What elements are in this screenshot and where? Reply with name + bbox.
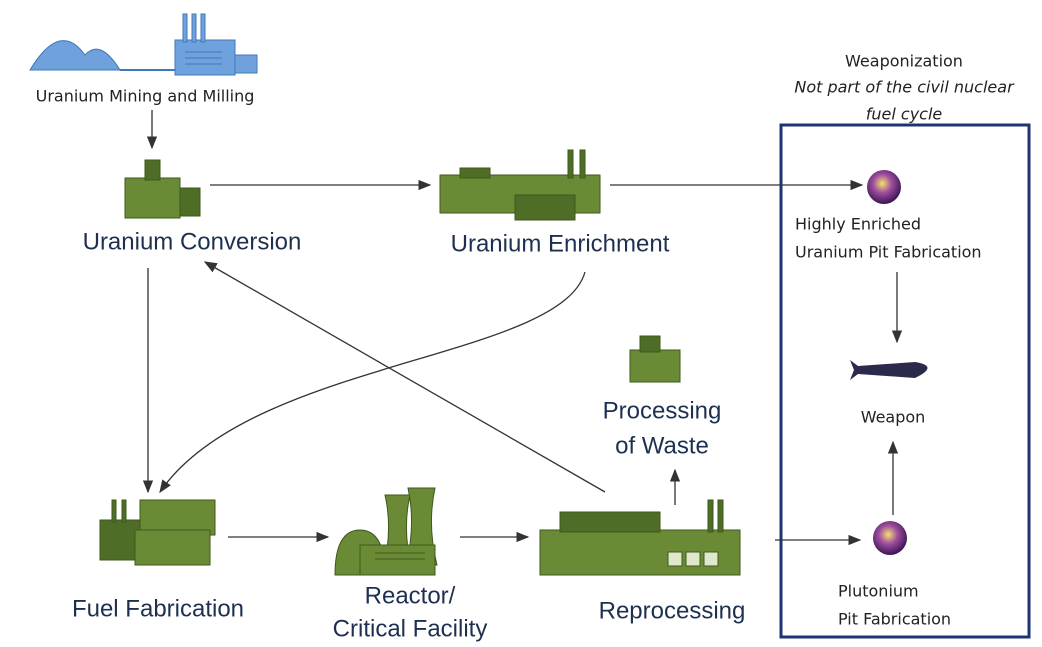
conversion-icon <box>125 160 200 218</box>
diagram: Uranium Mining and Milling Uranium Conve… <box>0 0 1042 647</box>
node-label: Processing <box>603 397 722 424</box>
node-label: Critical Facility <box>333 615 488 642</box>
node-label: Uranium Mining and Milling <box>36 87 255 106</box>
waste-icon <box>630 336 680 382</box>
fuel-fabrication-icon <box>100 500 215 565</box>
node-label: Reactor/ <box>365 582 456 609</box>
node-label: Uranium Conversion <box>83 228 302 255</box>
weaponization-note: fuel cycle <box>866 105 943 124</box>
node-label: Highly Enriched <box>795 215 921 234</box>
node-label: Pit Fabrication <box>838 610 951 629</box>
node-label: of Waste <box>615 432 709 459</box>
mining-icon <box>30 14 257 75</box>
node-label: Uranium Pit Fabrication <box>795 243 982 262</box>
weapon-icon <box>850 360 928 380</box>
weaponization-box <box>781 125 1029 637</box>
node-label: Uranium Enrichment <box>451 230 670 257</box>
reprocessing-icon <box>540 500 740 575</box>
reactor-icon <box>335 488 437 575</box>
node-label: Fuel Fabrication <box>72 595 244 622</box>
weaponization-note: Not part of the civil nuclear <box>794 78 1015 97</box>
enrichment-icon <box>440 150 600 220</box>
node-label: Weapon <box>861 408 926 427</box>
node-label: Reprocessing <box>599 597 746 624</box>
plutonium-pit-icon <box>873 521 907 555</box>
node-label: Plutonium <box>838 582 919 601</box>
weaponization-title: Weaponization <box>845 52 963 71</box>
heu-pit-icon <box>867 170 901 204</box>
